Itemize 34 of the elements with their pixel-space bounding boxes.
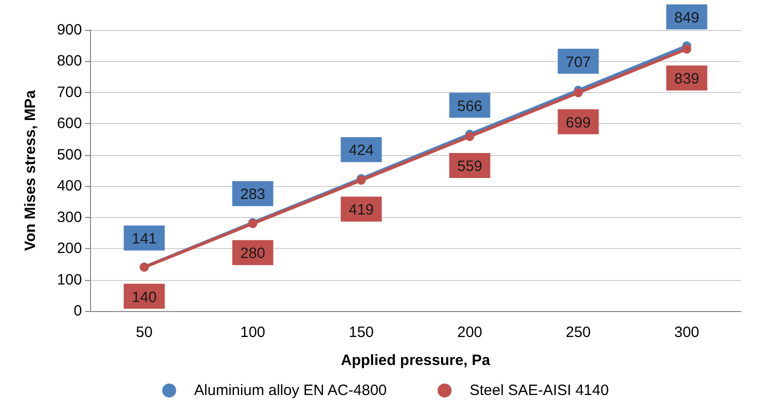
x-tick-label: 300 — [674, 324, 700, 341]
x-tick-label: 150 — [348, 324, 374, 341]
data-label: 849 — [674, 9, 700, 26]
x-axis-title: Applied pressure, Pa — [340, 352, 491, 369]
point — [574, 88, 583, 98]
y-tick-label: 800 — [56, 52, 82, 70]
data-label: 424 — [348, 142, 374, 160]
data-label: 699 — [566, 114, 591, 132]
x-tick-label: 50 — [136, 324, 153, 341]
data-label: 707 — [566, 54, 591, 71]
y-tick-label: 200 — [56, 240, 82, 258]
y-tick-label: 500 — [56, 146, 82, 164]
legend-label: Aluminium alloy EN AC-4800 — [194, 382, 387, 399]
y-tick-label: 600 — [56, 115, 82, 132]
y-tick-label: 100 — [56, 271, 82, 288]
data-label: 566 — [457, 98, 482, 115]
data-label: 419 — [348, 202, 374, 219]
data-label: 280 — [240, 245, 266, 262]
data-label: 141 — [132, 230, 157, 248]
x-tick-label: 200 — [457, 324, 482, 341]
x-tick-label: 250 — [566, 324, 591, 341]
data-label: 839 — [674, 70, 700, 88]
y-axis-title: Von Mises stress, MPa — [22, 90, 39, 251]
data-label: 559 — [457, 158, 482, 175]
y-tick-label: 400 — [56, 178, 82, 195]
legend-label: Steel SAE-AISI 4140 — [470, 382, 609, 399]
data-label: 140 — [132, 288, 157, 306]
x-tick-label: 100 — [240, 324, 266, 341]
y-tick-label: 0 — [74, 302, 82, 320]
y-tick-label: 900 — [56, 22, 82, 38]
point — [682, 44, 692, 54]
data-label: 283 — [240, 186, 266, 204]
y-tick-label: 300 — [56, 208, 82, 226]
y-tick-label: 700 — [56, 84, 82, 101]
